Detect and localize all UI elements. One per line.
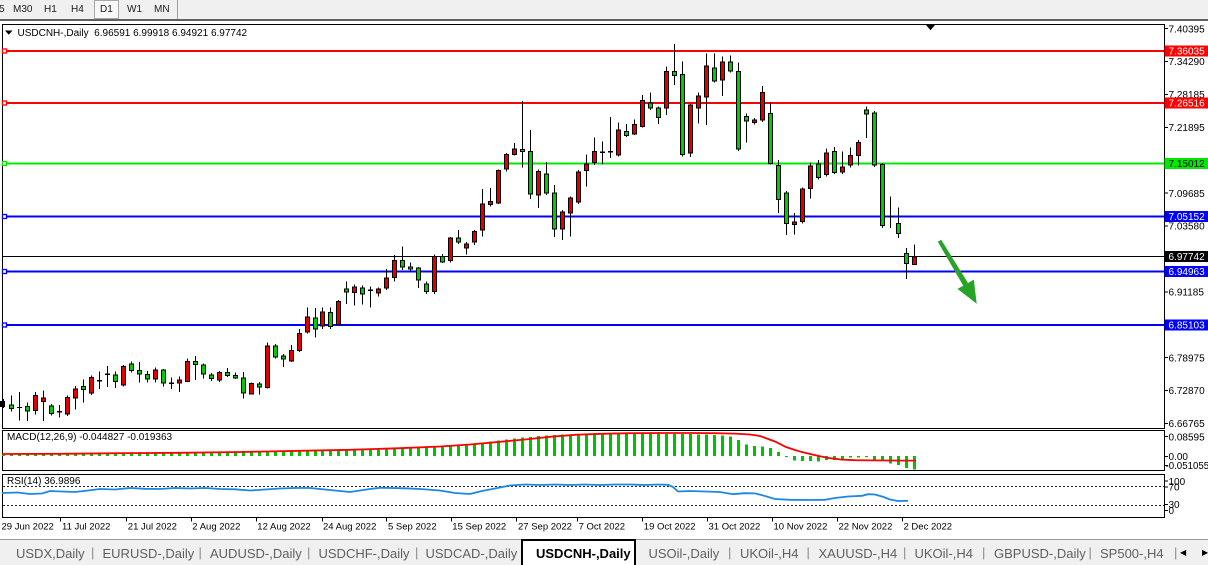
svg-text:31 Oct 2022: 31 Oct 2022 xyxy=(709,521,761,532)
svg-text:6.66765: 6.66765 xyxy=(1169,419,1206,430)
svg-text:12 Aug 2022: 12 Aug 2022 xyxy=(257,521,310,532)
svg-text:6.91185: 6.91185 xyxy=(1169,288,1205,299)
svg-text:6.97742: 6.97742 xyxy=(1169,252,1206,263)
svg-text:21 Jul 2022: 21 Jul 2022 xyxy=(128,521,177,532)
svg-text:7.05152: 7.05152 xyxy=(1169,212,1206,223)
svg-text:USDCNH-,Daily 6.96591 6.99918: USDCNH-,Daily 6.96591 6.99918 6.94921 6.… xyxy=(18,28,248,39)
svg-text:29 Jun 2022: 29 Jun 2022 xyxy=(2,521,54,532)
svg-text:10 Nov 2022: 10 Nov 2022 xyxy=(774,521,828,532)
svg-text:5 Sep 2022: 5 Sep 2022 xyxy=(388,521,437,532)
svg-text:6.72870: 6.72870 xyxy=(1169,386,1206,397)
svg-text:11 Jul 2022: 11 Jul 2022 xyxy=(62,521,110,532)
svg-text:7.26516: 7.26516 xyxy=(1169,99,1206,110)
svg-text:70: 70 xyxy=(1169,483,1181,494)
svg-text:MACD(12,26,9) -0.044827 -0.019: MACD(12,26,9) -0.044827 -0.019363 xyxy=(7,432,173,443)
svg-text:22 Nov 2022: 22 Nov 2022 xyxy=(839,521,893,532)
svg-text:6.85103: 6.85103 xyxy=(1169,321,1206,332)
svg-text:24 Aug 2022: 24 Aug 2022 xyxy=(323,521,376,532)
svg-text:0.08595: 0.08595 xyxy=(1169,432,1206,443)
svg-text:-0.051055: -0.051055 xyxy=(1166,461,1208,472)
svg-text:2 Aug 2022: 2 Aug 2022 xyxy=(192,521,240,532)
svg-text:7.15012: 7.15012 xyxy=(1169,159,1206,170)
svg-text:7.03580: 7.03580 xyxy=(1169,222,1206,233)
svg-text:7.34290: 7.34290 xyxy=(1169,57,1206,68)
svg-text:0: 0 xyxy=(1169,506,1175,517)
svg-text:7.21895: 7.21895 xyxy=(1169,123,1206,134)
svg-text:15 Sep 2022: 15 Sep 2022 xyxy=(452,521,506,532)
svg-text:6.78975: 6.78975 xyxy=(1169,353,1206,364)
svg-text:7.09685: 7.09685 xyxy=(1169,189,1206,200)
svg-text:7.36035: 7.36035 xyxy=(1169,47,1206,58)
svg-text:7 Oct 2022: 7 Oct 2022 xyxy=(579,521,625,532)
svg-text:6.94963: 6.94963 xyxy=(1169,267,1206,278)
svg-text:27 Sep 2022: 27 Sep 2022 xyxy=(518,521,572,532)
svg-text:2 Dec 2022: 2 Dec 2022 xyxy=(904,521,953,532)
svg-text:7.40395: 7.40395 xyxy=(1169,24,1206,35)
svg-text:19 Oct 2022: 19 Oct 2022 xyxy=(644,521,696,532)
svg-text:RSI(14) 36.9896: RSI(14) 36.9896 xyxy=(7,476,81,487)
